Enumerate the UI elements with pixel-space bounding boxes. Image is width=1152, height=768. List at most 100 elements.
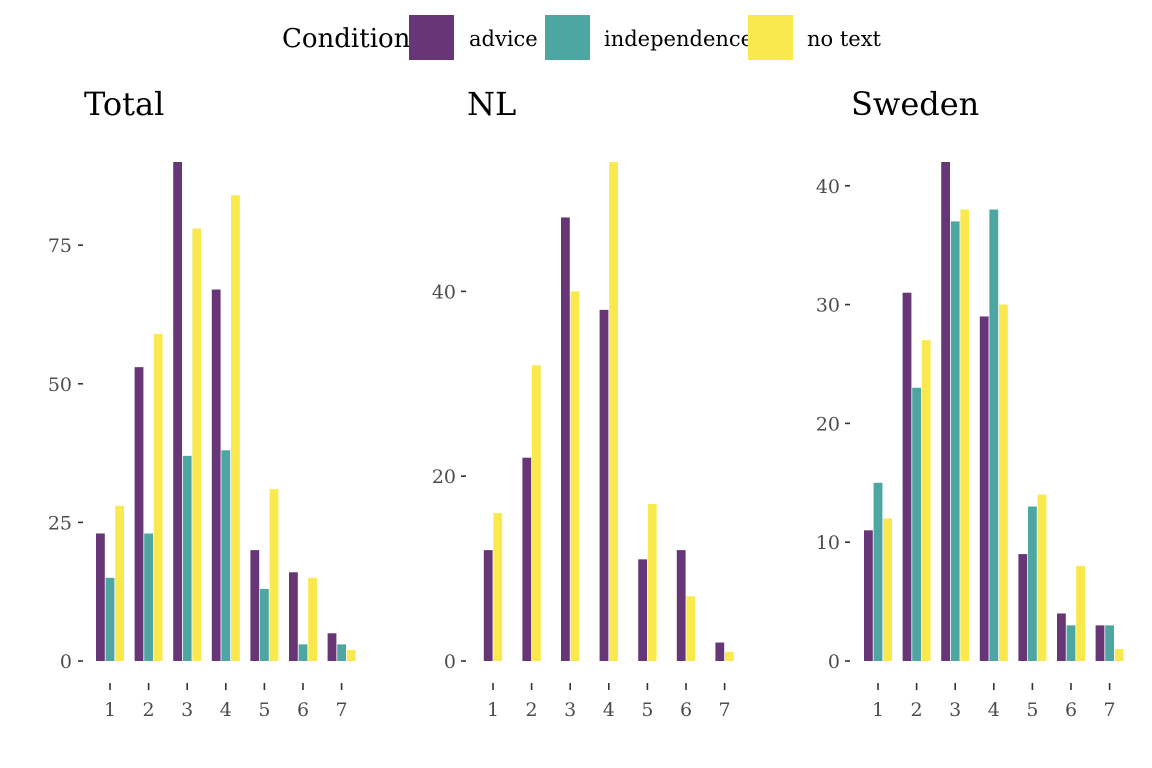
bar-no-text bbox=[153, 333, 163, 661]
x-tick-label: 1 bbox=[104, 699, 116, 721]
bar-independence bbox=[337, 644, 346, 661]
bar-no-text bbox=[883, 518, 892, 661]
panel-sweden: Sweden 0 10 20 30 40 1 2 3 4 5 6 7 bbox=[816, 85, 1124, 721]
bar-advice bbox=[715, 642, 725, 661]
x-tick-label: 2 bbox=[526, 699, 538, 721]
bar-advice bbox=[522, 457, 532, 661]
y-tick-label: 40 bbox=[816, 176, 840, 198]
x-tick-label: 1 bbox=[487, 699, 499, 721]
bar-independence bbox=[1028, 506, 1037, 661]
y-tick-label: 40 bbox=[432, 281, 456, 303]
bar-no-text bbox=[1114, 649, 1124, 661]
bar-independence bbox=[950, 221, 960, 661]
bar-no-text bbox=[960, 209, 970, 661]
bar-no-text bbox=[115, 505, 124, 661]
x-tick-label: 4 bbox=[603, 699, 615, 721]
bar-no-text bbox=[647, 503, 657, 661]
bar-advice bbox=[676, 550, 686, 661]
bar-no-text bbox=[1037, 494, 1047, 661]
bar-advice bbox=[638, 559, 647, 661]
bar-advice bbox=[96, 533, 105, 661]
legend-swatch-no-text bbox=[748, 15, 793, 60]
bar-no-text bbox=[921, 340, 931, 661]
x-tick-label: 2 bbox=[143, 699, 155, 721]
x-tick-label: 4 bbox=[220, 699, 232, 721]
x-tick-label: 5 bbox=[641, 699, 653, 721]
y-tick-label: 0 bbox=[444, 651, 456, 673]
panel-total: Total 0 25 50 75 1 2 3 4 5 6 7 bbox=[48, 85, 356, 721]
legend-title: Condition bbox=[282, 24, 411, 54]
x-tick-label: 3 bbox=[181, 699, 193, 721]
bar-independence bbox=[989, 209, 999, 661]
bar-no-text bbox=[725, 651, 734, 661]
panel-title-sweden: Sweden bbox=[851, 85, 979, 123]
x-tick-label: 6 bbox=[297, 699, 309, 721]
legend-label-advice: advice bbox=[469, 27, 538, 51]
bar-advice bbox=[483, 550, 493, 661]
x-tick-label: 6 bbox=[1065, 699, 1077, 721]
bar-advice bbox=[1095, 625, 1105, 661]
bar-no-text bbox=[192, 228, 202, 662]
bar-advice bbox=[1057, 613, 1066, 661]
x-tick-label: 2 bbox=[911, 699, 923, 721]
bar-advice bbox=[979, 316, 989, 661]
bar-no-text bbox=[999, 304, 1008, 661]
y-tick-label: 0 bbox=[828, 651, 840, 673]
x-tick-label: 1 bbox=[872, 699, 884, 721]
bar-advice bbox=[1018, 554, 1028, 661]
bar-independence bbox=[182, 455, 192, 661]
bar-advice bbox=[561, 217, 570, 661]
x-tick-label: 5 bbox=[1026, 699, 1038, 721]
bar-advice bbox=[864, 530, 873, 661]
bar-advice bbox=[599, 309, 609, 661]
panel-title-nl: NL bbox=[467, 85, 516, 123]
bar-independence bbox=[221, 450, 231, 661]
y-tick-label: 10 bbox=[816, 532, 840, 554]
legend-swatch-advice bbox=[409, 15, 454, 60]
y-tick-label: 25 bbox=[48, 512, 72, 534]
panel-nl: NL 0 20 40 1 2 3 4 5 6 7 bbox=[432, 85, 734, 721]
bar-advice bbox=[941, 162, 950, 661]
x-tick-label: 7 bbox=[336, 699, 348, 721]
bar-no-text bbox=[686, 596, 696, 661]
bar-no-text bbox=[346, 649, 356, 661]
x-tick-label: 5 bbox=[258, 699, 270, 721]
x-tick-label: 4 bbox=[988, 699, 1000, 721]
bar-no-text bbox=[570, 291, 580, 661]
x-tick-label: 7 bbox=[719, 699, 731, 721]
bar-advice bbox=[327, 633, 337, 661]
legend-label-independence: independence bbox=[604, 27, 753, 51]
bar-no-text bbox=[231, 195, 240, 661]
y-tick-label: 50 bbox=[48, 374, 72, 396]
bar-independence bbox=[873, 482, 883, 661]
x-tick-label: 7 bbox=[1104, 699, 1116, 721]
panel-title-total: Total bbox=[84, 85, 164, 123]
bar-no-text bbox=[308, 577, 317, 661]
bar-advice bbox=[289, 572, 298, 661]
bar-independence bbox=[144, 533, 153, 661]
legend: Condition advice independence no text bbox=[282, 15, 882, 60]
bar-advice bbox=[134, 367, 144, 661]
bar-independence bbox=[1105, 625, 1114, 661]
bar-independence bbox=[912, 387, 921, 661]
bar-no-text bbox=[532, 365, 541, 661]
y-tick-label: 20 bbox=[816, 413, 840, 435]
bar-advice bbox=[211, 289, 221, 661]
bar-advice bbox=[250, 550, 260, 661]
bar-independence bbox=[1066, 625, 1076, 661]
bar-advice bbox=[173, 162, 182, 661]
y-tick-label: 20 bbox=[432, 466, 456, 488]
x-tick-label: 3 bbox=[564, 699, 576, 721]
x-tick-label: 3 bbox=[949, 699, 961, 721]
bar-no-text bbox=[269, 489, 279, 661]
bar-independence bbox=[298, 644, 308, 661]
bar-advice bbox=[902, 292, 912, 661]
y-tick-label: 75 bbox=[48, 235, 72, 257]
bar-no-text bbox=[609, 162, 618, 661]
y-tick-label: 0 bbox=[60, 651, 72, 673]
legend-swatch-independence bbox=[545, 15, 590, 60]
bar-independence bbox=[105, 577, 115, 661]
bar-no-text bbox=[1076, 565, 1085, 661]
y-tick-label: 30 bbox=[816, 295, 840, 317]
